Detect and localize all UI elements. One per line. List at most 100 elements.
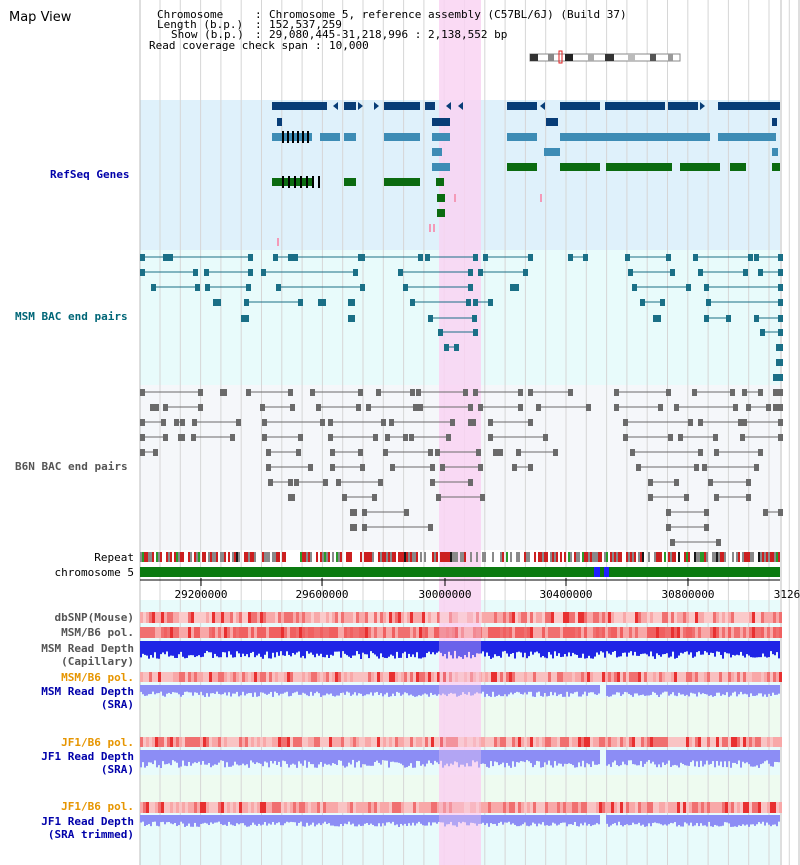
bac-end (262, 419, 267, 426)
polymorphism-cell (140, 612, 143, 623)
depth-bar (710, 641, 712, 653)
depth-bar (696, 815, 698, 824)
polymorphism-cell (629, 672, 632, 682)
depth-bar (330, 641, 332, 655)
depth-bar (646, 815, 648, 827)
repeat-mark (140, 552, 142, 562)
polymorphism-cell (611, 627, 614, 638)
polymorphism-cell (461, 737, 464, 747)
polymorphism-cell (656, 802, 659, 813)
depth-bar (294, 641, 296, 655)
polymorphism-cell (431, 672, 434, 682)
track-label-jf1-b6-pol-2[interactable]: JF1/B6 pol. (61, 800, 134, 813)
depth-bar (578, 750, 580, 763)
depth-bar (682, 750, 684, 765)
depth-bar (344, 685, 346, 695)
depth-bar (566, 750, 568, 765)
polymorphism-cell (233, 627, 236, 638)
depth-bar (702, 685, 704, 694)
depth-bar (182, 815, 184, 824)
polymorphism-cell (500, 612, 503, 623)
depth-bar (644, 685, 646, 696)
track-label-repeat[interactable]: Repeat (94, 551, 134, 564)
polymorphism-cell (392, 737, 395, 747)
repeat-mark (556, 552, 558, 562)
depth-bar (520, 685, 522, 694)
polymorphism-cell (326, 802, 329, 813)
track-label-b6n-bac[interactable]: B6N BAC end pairs (15, 460, 128, 473)
exon-mark (287, 131, 289, 143)
depth-bar (222, 750, 224, 761)
polymorphism-cell (479, 802, 482, 813)
polymorphism-cell (722, 802, 725, 813)
depth-bar (250, 685, 252, 694)
polymorphism-cell (386, 737, 389, 747)
polymorphism-cell (770, 612, 773, 623)
depth-bar (536, 641, 538, 652)
depth-bar (410, 685, 412, 695)
depth-bar (772, 815, 774, 825)
track-label-msm-depth-sra[interactable]: MSM Read Depth (41, 685, 134, 698)
polymorphism-cell (227, 672, 230, 682)
track-label-chromosome[interactable]: chromosome 5 (54, 566, 134, 579)
depth-bar (624, 685, 626, 692)
depth-bar (358, 641, 360, 655)
polymorphism-cell (623, 802, 626, 813)
depth-bar (634, 815, 636, 825)
polymorphism-cell (773, 612, 776, 623)
track-label-msm-bac[interactable]: MSM BAC end pairs (15, 310, 128, 323)
polymorphism-cell (668, 672, 671, 682)
depth-bar (236, 815, 238, 824)
repeat-mark (612, 552, 614, 562)
polymorphism-cell (680, 672, 683, 682)
polymorphism-cell (179, 737, 182, 747)
depth-bar (364, 641, 366, 655)
repeat-mark (590, 552, 592, 562)
polymorphism-cell (641, 612, 644, 623)
polymorphism-cell (452, 627, 455, 638)
polymorphism-cell (365, 737, 368, 747)
repeat-mark (760, 552, 762, 562)
depth-bar (622, 750, 624, 762)
depth-bar (176, 685, 178, 693)
polymorphism-cell (437, 612, 440, 623)
depth-bar (590, 815, 592, 827)
polymorphism-cell (422, 627, 425, 638)
track-label-jf1-depth-sra[interactable]: JF1 Read Depth (41, 750, 134, 763)
gene-block (277, 238, 279, 246)
exon-mark (294, 176, 296, 188)
repeat-mark (744, 552, 746, 562)
bac-end (430, 464, 435, 471)
polymorphism-cell (401, 672, 404, 682)
polymorphism-cell (515, 802, 518, 813)
track-label-msm-depth-capillary[interactable]: MSM Read Depth (41, 642, 134, 655)
repeat-mark (276, 552, 278, 562)
depth-bar (188, 685, 190, 693)
depth-bar (582, 750, 584, 761)
track-label-refseq[interactable]: RefSeq Genes (50, 168, 130, 181)
track-label-jf1-depth-trimmed[interactable]: JF1 Read Depth (41, 815, 134, 828)
polymorphism-cell (605, 672, 608, 682)
polymorphism-cell (245, 612, 248, 623)
repeat-mark (678, 552, 680, 562)
track-label-jf1-b6-pol[interactable]: JF1/B6 pol. (61, 736, 134, 749)
bac-end (161, 419, 166, 426)
depth-bar (532, 641, 534, 655)
polymorphism-cell (533, 737, 536, 747)
bac-end (528, 464, 533, 471)
bac-end (450, 419, 455, 426)
polymorphism-cell (272, 612, 275, 623)
polymorphism-cell (692, 627, 695, 638)
polymorphism-cell (200, 627, 203, 638)
polymorphism-cell (593, 627, 596, 638)
polymorphism-cell (452, 802, 455, 813)
repeat-mark (274, 552, 276, 562)
track-label-msm-b6-pol-2[interactable]: MSM/B6 pol. (61, 671, 134, 684)
track-label-dbsnp[interactable]: dbSNP(Mouse) (54, 611, 134, 624)
track-label-msm-b6-pol[interactable]: MSM/B6 pol. (61, 626, 134, 639)
bac-end (704, 315, 709, 322)
polymorphism-cell (488, 627, 491, 638)
polymorphism-cell (383, 672, 386, 682)
bac-end (512, 464, 517, 471)
